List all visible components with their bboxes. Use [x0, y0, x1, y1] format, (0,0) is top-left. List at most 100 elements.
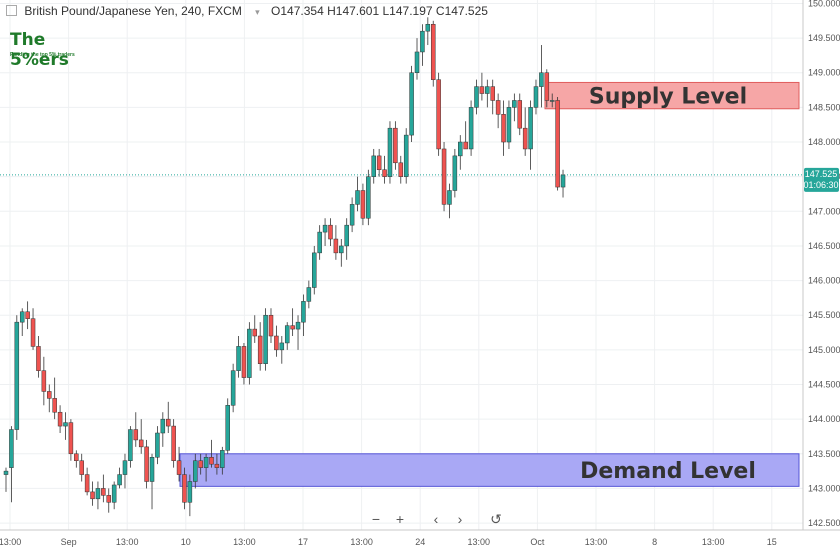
- candle-body: [193, 460, 198, 482]
- candle-body: [366, 176, 371, 219]
- price-tick-label: 144.500: [808, 380, 840, 390]
- price-axis-ticks: 150.000 149.500 149.000 148.500 148.000 147.5…: [808, 0, 840, 528]
- candle-body: [203, 457, 209, 468]
- candle-body: [414, 51, 420, 73]
- candle-body: [279, 342, 285, 351]
- candle-body: [479, 86, 485, 94]
- candle-body: [344, 224, 349, 247]
- price-tick-label: 143.500: [808, 449, 840, 459]
- time-tick-label: 10: [181, 537, 191, 547]
- candle-body: [14, 321, 20, 430]
- candle-body: [517, 100, 523, 129]
- candle-body: [306, 287, 312, 302]
- time-tick-label: 24: [415, 537, 425, 547]
- candle-body: [501, 114, 506, 143]
- candle-body: [522, 127, 528, 150]
- candle-body: [349, 204, 355, 226]
- candle-body: [560, 174, 566, 188]
- candle-body: [220, 450, 225, 468]
- chart-toolbar: − + ‹ › ↺: [364, 509, 508, 529]
- candle-body: [257, 335, 263, 364]
- price-tick-label: 150.000: [808, 0, 840, 8]
- candle-body: [425, 23, 431, 32]
- candle-body: [544, 72, 550, 101]
- candle-body: [463, 141, 468, 150]
- candle-body: [339, 245, 344, 254]
- price-tick-label: 143.000: [808, 483, 840, 493]
- price-tag-price: 147.525: [805, 169, 838, 179]
- candle-body: [252, 328, 258, 337]
- zone-box[interactable]: [179, 453, 800, 487]
- candle-body: [333, 238, 339, 254]
- price-tick-label: 144.000: [808, 414, 840, 424]
- candle-body: [495, 100, 501, 115]
- candle-body: [128, 429, 133, 461]
- candle-body: [376, 155, 382, 170]
- logo-text: The 5%ers: [10, 30, 69, 70]
- candle-body: [176, 460, 182, 475]
- reset-chart-button[interactable]: ↺: [490, 511, 502, 527]
- series-toggle-icon[interactable]: [6, 5, 17, 16]
- candle-body: [430, 23, 436, 80]
- candle-body: [317, 231, 322, 254]
- candle-body: [485, 86, 490, 94]
- zoom-out-button[interactable]: −: [371, 511, 381, 527]
- candle-body: [474, 86, 479, 108]
- candle-body: [144, 446, 149, 482]
- candle-body: [539, 72, 544, 87]
- candle-body: [47, 391, 52, 399]
- candle-body: [41, 370, 47, 392]
- candle-body: [165, 418, 171, 427]
- zone-label: Supply Level: [589, 85, 747, 110]
- candle-body: [436, 79, 441, 150]
- candle-body: [187, 481, 193, 503]
- time-axis-ticks: 13:00 Sep 13:00 10 13:00 17 13:00 24 13:00 Oct 13:…: [0, 537, 777, 547]
- candle-body: [52, 398, 57, 413]
- candle-body: [171, 425, 176, 461]
- candle-body: [160, 418, 166, 434]
- chart-header: British Pound/Japanese Yen, 240, FXCM ▾ …: [6, 4, 488, 18]
- candle-body: [549, 100, 555, 102]
- candle-body: [57, 411, 63, 427]
- candle-body: [263, 314, 268, 364]
- dropdown-arrow-icon[interactable]: ▾: [255, 7, 260, 17]
- candle-body: [68, 422, 74, 455]
- price-axis-bg[interactable]: [803, 0, 840, 530]
- zoom-in-button[interactable]: +: [395, 511, 405, 527]
- candle-body: [301, 301, 306, 323]
- time-tick-label: 13:00: [702, 537, 725, 547]
- low-value: L147.197: [382, 4, 433, 18]
- price-tick-label: 149.500: [808, 33, 840, 43]
- candle-body: [458, 141, 463, 157]
- price-tick-label: 147.000: [808, 206, 840, 216]
- candle-body: [214, 463, 220, 468]
- time-tick-label: 13:00: [233, 537, 256, 547]
- candle-body: [230, 370, 236, 406]
- candle-body: [284, 325, 290, 344]
- price-tick-label: 142.500: [808, 518, 840, 528]
- zone-box[interactable]: [544, 81, 800, 110]
- candle-body: [133, 429, 139, 441]
- symbol-title[interactable]: British Pound/Japanese Yen, 240, FXCM: [24, 4, 242, 18]
- candle-body: [122, 460, 128, 475]
- candle-body: [528, 107, 533, 150]
- candle-body: [452, 155, 458, 191]
- spacer: [472, 509, 484, 529]
- candle-body: [209, 457, 214, 465]
- candle-body: [290, 325, 295, 330]
- price-tick-label: 148.500: [808, 102, 840, 112]
- candle-body: [420, 30, 425, 53]
- price-tick-label: 148.000: [808, 137, 840, 147]
- zone-label: Demand Level: [580, 459, 756, 484]
- candle-body: [149, 457, 155, 482]
- price-tag: 147.525 01:06:30: [803, 167, 839, 192]
- scroll-right-button[interactable]: ›: [457, 511, 463, 527]
- candle-body: [382, 169, 387, 177]
- open-value: O147.354: [271, 4, 324, 18]
- candle-body: [155, 432, 160, 458]
- candle-body: [236, 346, 241, 371]
- candle-body: [241, 346, 247, 378]
- scroll-left-button[interactable]: ‹: [433, 511, 439, 527]
- candle-body: [398, 162, 404, 177]
